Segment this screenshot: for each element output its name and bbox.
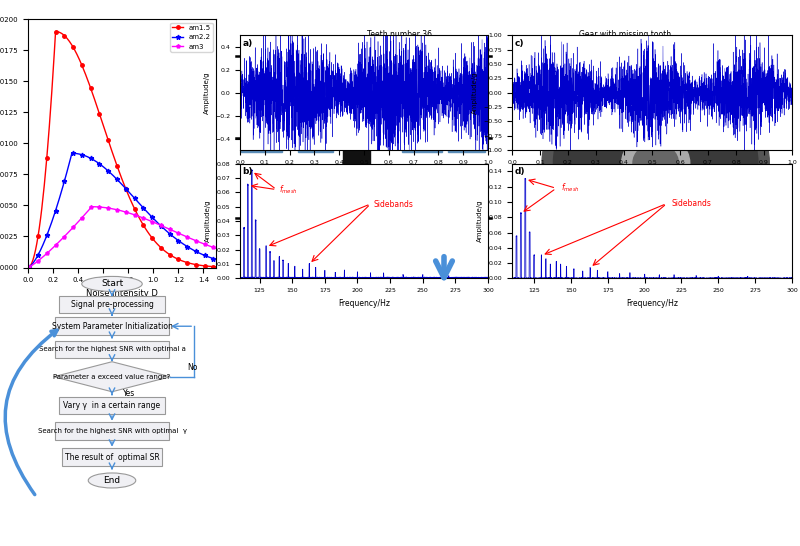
am1.5	[123, 192, 133, 198]
am2.2	[123, 188, 133, 194]
am3	[180, 233, 190, 239]
Text: Fault gear: Fault gear	[335, 164, 374, 173]
Polygon shape	[54, 361, 170, 392]
Bar	[242, 43, 282, 70]
X-axis label: Time/s: Time/s	[639, 170, 665, 180]
Text: $f_{mesh}$: $f_{mesh}$	[279, 183, 298, 196]
am2.2	[25, 264, 34, 270]
Ellipse shape	[88, 473, 136, 488]
Bar	[298, 204, 333, 232]
Bar	[448, 124, 486, 152]
Ellipse shape	[82, 276, 142, 292]
am3	[131, 212, 141, 218]
am1.5	[211, 264, 221, 270]
Circle shape	[622, 133, 690, 193]
Circle shape	[542, 64, 770, 263]
Text: Start: Start	[101, 280, 123, 288]
Text: Search for the highest SNR with optimal  γ: Search for the highest SNR with optimal …	[38, 429, 186, 434]
Line: am1.5: am1.5	[27, 30, 218, 269]
Text: Teeth number 90: Teeth number 90	[367, 94, 432, 103]
am2.2	[211, 256, 221, 263]
Circle shape	[554, 74, 758, 253]
X-axis label: Noise intensity D: Noise intensity D	[86, 289, 158, 298]
Legend: am1.5, am2.2, am3: am1.5, am2.2, am3	[170, 22, 213, 52]
Bar	[298, 124, 333, 152]
Bar	[347, 56, 366, 133]
FancyBboxPatch shape	[54, 423, 170, 440]
Bar	[448, 204, 486, 232]
am2.2	[100, 164, 110, 171]
Text: System Parameter Initialization: System Parameter Initialization	[51, 322, 173, 331]
Circle shape	[633, 143, 678, 183]
Text: The result of  optimal SR: The result of optimal SR	[65, 453, 159, 462]
FancyBboxPatch shape	[54, 317, 170, 335]
Text: Parameter a exceed value range?: Parameter a exceed value range?	[54, 374, 170, 379]
Text: Signal pre-processing: Signal pre-processing	[70, 300, 154, 309]
Text: Gear with missing tooth: Gear with missing tooth	[579, 29, 671, 87]
FancyBboxPatch shape	[59, 396, 165, 414]
am2.2	[67, 150, 77, 157]
Bar	[448, 43, 486, 70]
FancyBboxPatch shape	[59, 295, 165, 313]
Text: Teeth number 36: Teeth number 36	[367, 29, 432, 39]
am3	[86, 204, 95, 210]
Text: Search for the highest SNR with optimal a: Search for the highest SNR with optimal …	[38, 347, 186, 352]
Text: Teeth number 100: Teeth number 100	[375, 243, 445, 252]
Text: b): b)	[242, 167, 253, 176]
Text: Output axis: Output axis	[429, 37, 474, 46]
am1.5	[100, 126, 110, 132]
Text: Sidebands: Sidebands	[373, 200, 413, 209]
am1.5	[50, 28, 60, 35]
Text: a): a)	[242, 39, 253, 48]
Bar	[298, 43, 338, 70]
Y-axis label: Amplitude/g: Amplitude/g	[203, 72, 210, 114]
Bar	[402, 124, 442, 152]
am1.5	[180, 258, 190, 265]
am3	[155, 222, 165, 228]
Bar	[242, 204, 282, 232]
Bar	[347, 138, 366, 213]
Text: End: End	[103, 476, 121, 485]
am3	[211, 245, 221, 252]
Y-axis label: Amplitude/g: Amplitude/g	[472, 72, 478, 114]
FancyBboxPatch shape	[54, 341, 170, 358]
Line: am2.2: am2.2	[27, 151, 218, 269]
Y-axis label: Amplitude/g: Amplitude/g	[477, 200, 483, 242]
am3	[100, 204, 110, 211]
am3	[123, 210, 133, 216]
Bar	[402, 43, 442, 70]
Text: Yes: Yes	[123, 389, 135, 398]
Bar	[343, 106, 370, 168]
X-axis label: Frequency/Hz: Frequency/Hz	[338, 299, 390, 308]
Text: Vary γ  in a certain range: Vary γ in a certain range	[63, 401, 161, 410]
am1.5	[155, 243, 165, 250]
am2.2	[180, 242, 190, 248]
am3	[25, 264, 34, 270]
FancyBboxPatch shape	[62, 448, 162, 466]
am2.2	[87, 156, 97, 162]
Text: $f_{mesh}$: $f_{mesh}$	[561, 182, 580, 194]
Bar	[242, 124, 282, 152]
am3	[87, 204, 97, 210]
X-axis label: Frequency/Hz: Frequency/Hz	[626, 299, 678, 308]
X-axis label: Time/s: Time/s	[351, 170, 377, 180]
Text: Sidebands: Sidebands	[671, 199, 711, 208]
Text: Teeth number 29: Teeth number 29	[375, 127, 440, 135]
Line: am3: am3	[27, 205, 218, 269]
Text: d): d)	[515, 167, 526, 176]
am1.5	[87, 88, 97, 95]
am1.5	[25, 264, 34, 270]
Text: c): c)	[515, 39, 524, 48]
Bar	[402, 204, 442, 232]
am1.5	[131, 208, 141, 215]
Text: Input axis: Input axis	[276, 238, 314, 247]
Text: No: No	[188, 363, 198, 372]
am2.2	[131, 197, 141, 203]
am2.2	[155, 221, 165, 228]
Y-axis label: Amplitude/g: Amplitude/g	[205, 200, 211, 242]
